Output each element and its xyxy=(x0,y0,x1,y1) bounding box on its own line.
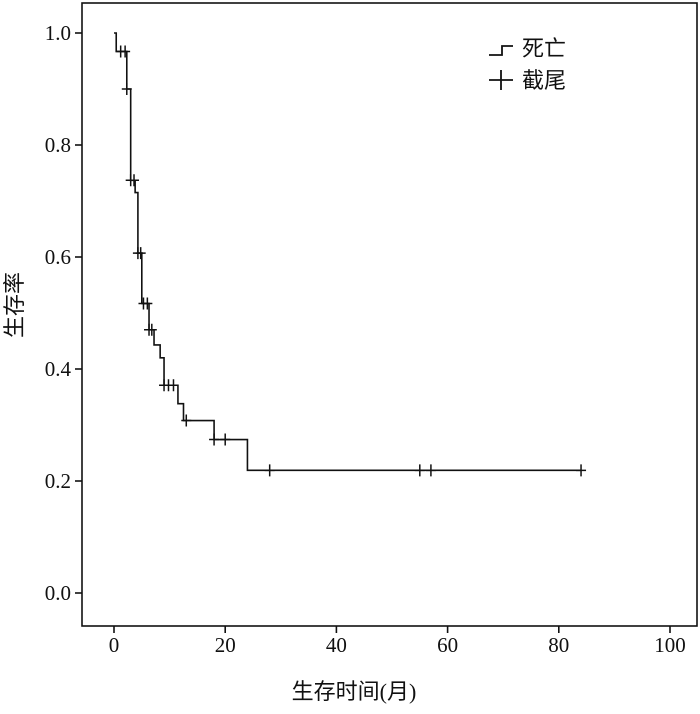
y-axis-title: 生存率 xyxy=(2,272,27,338)
x-tick-label: 40 xyxy=(326,633,347,657)
censor-mark xyxy=(146,323,157,336)
x-tick-label: 60 xyxy=(437,633,458,657)
censor-mark xyxy=(129,174,140,187)
censor-mark xyxy=(414,464,425,477)
censor-mark xyxy=(576,464,587,477)
legend: 死亡 截尾 xyxy=(489,36,566,93)
censor-mark xyxy=(142,297,153,310)
legend-cross-symbol xyxy=(489,70,513,90)
survival-step-line xyxy=(114,32,582,472)
x-tick-label: 0 xyxy=(109,633,120,657)
legend-step-symbol xyxy=(489,45,513,56)
x-axis-title: 生存时间(月) xyxy=(292,679,417,704)
y-tick-label: 0.2 xyxy=(45,469,71,493)
censor-mark xyxy=(135,247,146,260)
censor-mark xyxy=(264,464,275,477)
x-tick-label: 100 xyxy=(654,633,686,657)
y-tick-label: 0.6 xyxy=(45,245,71,269)
y-tick-label: 1.0 xyxy=(45,21,71,45)
axis-ticks: 0 20 40 60 80 100 0.0 0.2 0.4 0.6 0.8 1.0 xyxy=(45,21,686,657)
censor-mark xyxy=(120,45,131,58)
survival-curve xyxy=(114,32,582,472)
y-tick-label: 0.4 xyxy=(45,357,72,381)
censor-mark xyxy=(181,414,192,427)
legend-label-death: 死亡 xyxy=(522,36,566,61)
legend-label-censored: 截尾 xyxy=(522,68,566,93)
x-tick-label: 20 xyxy=(215,633,236,657)
y-tick-label: 0.0 xyxy=(45,581,71,605)
censor-mark xyxy=(209,433,220,446)
y-tick-label: 0.8 xyxy=(45,133,71,157)
censor-mark xyxy=(425,464,436,477)
censor-mark xyxy=(168,379,179,392)
censor-mark xyxy=(121,83,132,95)
x-tick-label: 80 xyxy=(548,633,569,657)
censor-mark xyxy=(220,433,231,446)
plot-frame xyxy=(81,2,698,627)
censor-marks xyxy=(115,45,587,477)
